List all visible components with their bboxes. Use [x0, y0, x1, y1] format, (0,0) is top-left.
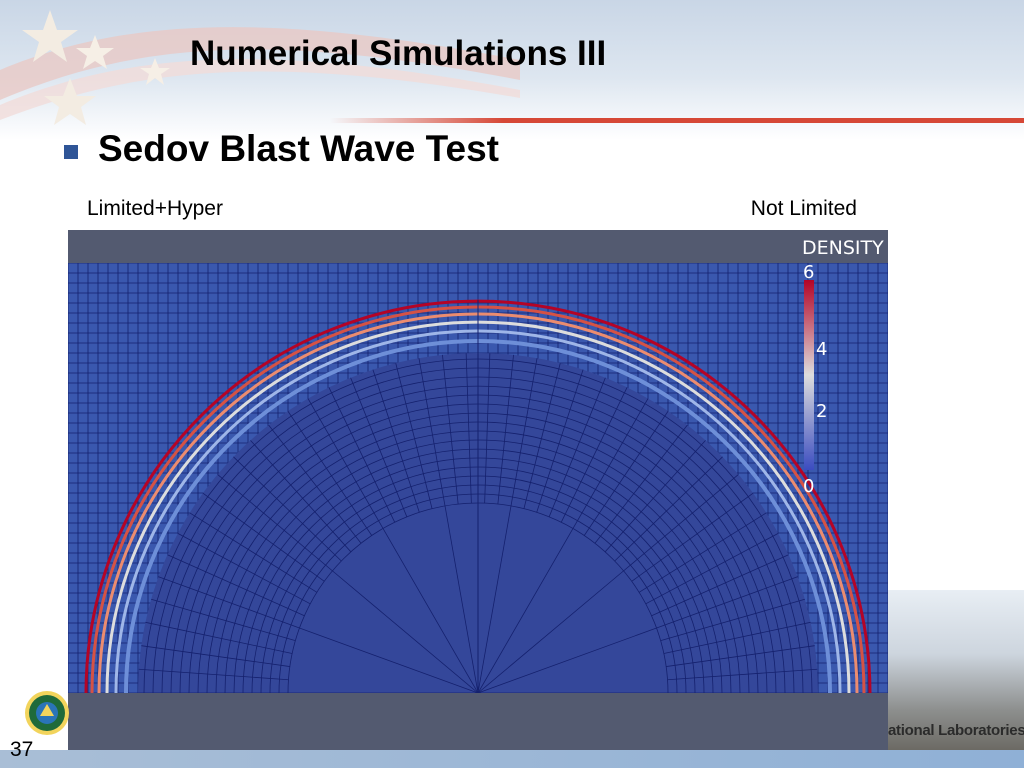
mesh-core-line — [382, 528, 479, 693]
footer-bar — [0, 750, 1024, 768]
mesh-radial-line — [497, 354, 514, 505]
mesh-radial-line — [660, 598, 805, 642]
mesh-radial-line — [177, 533, 311, 605]
mesh-radial-line — [604, 440, 706, 553]
colorbar-tick-4: 4 — [816, 339, 827, 360]
mesh-radial-line — [548, 377, 606, 517]
mesh-radial-line — [583, 410, 669, 536]
slide-title: Numerical Simulations III — [190, 34, 607, 73]
mesh-radial-line — [536, 369, 584, 513]
mesh-radial-line — [167, 554, 305, 617]
slide-number: 37 — [10, 738, 34, 761]
mesh-radial-line — [666, 645, 815, 667]
colorbar-tick-2: 2 — [816, 401, 827, 422]
mesh-radial-line — [268, 424, 362, 544]
footer-lab-name: ational Laboratories — [888, 722, 1024, 739]
bullet-square-icon — [64, 145, 78, 159]
mesh-radial-line — [202, 492, 325, 582]
mesh-radial-line — [158, 576, 300, 629]
mountain-background-image — [888, 590, 1024, 750]
mesh-core-line — [444, 505, 479, 693]
mesh-core-line — [477, 570, 624, 693]
mesh-radial-line — [651, 554, 789, 617]
title-underline-rule — [330, 118, 1024, 123]
sedov-simulation-figure: DENSITY 6 4 2 0 — [68, 230, 888, 750]
mesh-radial-line — [645, 533, 779, 605]
mesh-radial-line — [287, 410, 373, 536]
mesh-radial-line — [145, 621, 293, 654]
mesh-radial-line — [189, 512, 318, 593]
doe-seal-logo — [25, 691, 69, 735]
mesh-radial-line — [250, 440, 352, 553]
flag-banner-graphic — [0, 10, 520, 125]
mesh-core-line — [477, 627, 657, 693]
bullet-heading: Sedov Blast Wave Test — [98, 128, 499, 169]
mesh-radial-line — [510, 358, 538, 506]
mesh-radial-line — [638, 512, 767, 593]
mesh-core-line — [477, 505, 512, 693]
mesh-radial-line — [138, 668, 289, 681]
mesh-radial-line — [307, 398, 384, 529]
mesh-radial-line — [442, 354, 459, 505]
mesh-core-line — [477, 528, 574, 693]
mesh-radial-line — [372, 369, 420, 513]
mesh-radial-line — [667, 668, 818, 681]
left-panel-label: Limited+Hyper — [87, 197, 223, 220]
colorbar-title: DENSITY — [802, 237, 884, 259]
mesh-radial-line — [560, 387, 628, 523]
density-colorbar — [804, 280, 814, 470]
mesh-radial-line — [233, 456, 342, 562]
right-panel-label: Not Limited — [750, 197, 857, 220]
mesh-radial-line — [523, 363, 561, 509]
mesh-radial-line — [418, 358, 446, 506]
mesh-radial-line — [594, 424, 688, 544]
colorbar-tick-6: 6 — [803, 262, 814, 283]
mesh-radial-line — [395, 363, 433, 509]
colorbar-tick-0: 0 — [803, 476, 814, 497]
mesh-radial-line — [328, 387, 396, 523]
mesh-core-line — [299, 627, 479, 693]
mesh-radial-line — [623, 474, 739, 572]
mesh-radial-line — [465, 353, 472, 504]
mesh-radial-line — [350, 377, 408, 517]
mesh-radial-line — [484, 353, 491, 504]
mesh-radial-line — [141, 645, 290, 667]
mesh-radial-line — [614, 456, 723, 562]
mesh-radial-line — [656, 576, 798, 629]
mesh-radial-line — [631, 492, 754, 582]
mesh-radial-line — [151, 598, 296, 642]
mesh-radial-line — [217, 474, 333, 572]
mesh-radial-line — [663, 621, 811, 654]
mesh-radial-line — [572, 398, 649, 529]
mesh-core-line — [332, 570, 479, 693]
